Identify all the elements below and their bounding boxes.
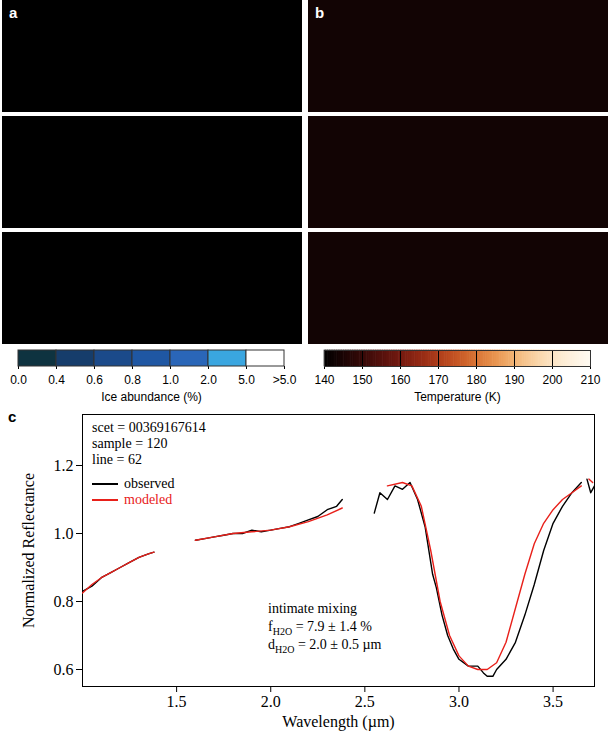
html-text:c: c: [8, 408, 17, 425]
svg-text:160: 160: [390, 373, 410, 387]
svg-text:210: 210: [580, 373, 600, 387]
svg-text:0.6: 0.6: [86, 373, 103, 387]
svg-text:3.0: 3.0: [449, 693, 469, 710]
svg-text:0.8: 0.8: [54, 593, 74, 610]
svg-text:Temperature (K): Temperature (K): [414, 390, 501, 404]
html-text:a: a: [9, 4, 18, 21]
svg-text:200: 200: [542, 373, 562, 387]
svg-text:1.2: 1.2: [54, 457, 74, 474]
html-text:b: b: [315, 4, 325, 21]
svg-text:Wavelength (µm): Wavelength (µm): [282, 713, 394, 731]
svg-text:150: 150: [352, 373, 372, 387]
html-text:fH2O= 7.9 ± 1.4 %: fH2O= 7.9 ± 1.4 %: [268, 619, 372, 637]
svg-text:5.0: 5.0: [238, 373, 255, 387]
svg-text:2.0: 2.0: [261, 693, 281, 710]
svg-text:180: 180: [466, 373, 486, 387]
svg-text:1.0: 1.0: [54, 525, 74, 542]
html-text:sample = 120: sample = 120: [92, 436, 168, 451]
svg-text:3.5: 3.5: [543, 693, 563, 710]
svg-text:2.5: 2.5: [355, 693, 375, 710]
html-text:observed: observed: [124, 476, 175, 491]
svg-text:>5.0: >5.0: [273, 373, 297, 387]
svg-text:0.6: 0.6: [54, 661, 74, 678]
html-text:dH2O= 2.0 ± 0.5 µm: dH2O= 2.0 ± 0.5 µm: [268, 637, 382, 655]
svg-text:1.5: 1.5: [167, 693, 187, 710]
html-text:scet = 00369167614: scet = 00369167614: [92, 420, 206, 435]
svg-text:1.0: 1.0: [162, 373, 179, 387]
svg-text:Ice abundance (%): Ice abundance (%): [101, 390, 202, 404]
svg-text:0.8: 0.8: [124, 373, 141, 387]
svg-text:0.4: 0.4: [48, 373, 65, 387]
svg-text:170: 170: [428, 373, 448, 387]
svg-text:2.0: 2.0: [200, 373, 217, 387]
svg-text:Normalized Reflectance: Normalized Reflectance: [20, 473, 37, 628]
html-text:intimate mixing: intimate mixing: [268, 601, 357, 616]
svg-text:140: 140: [314, 373, 334, 387]
svg-text:190: 190: [504, 373, 524, 387]
html-text:modeled: modeled: [124, 492, 173, 507]
html-text:line = 62: line = 62: [92, 452, 142, 467]
svg-text:0.0: 0.0: [10, 373, 27, 387]
